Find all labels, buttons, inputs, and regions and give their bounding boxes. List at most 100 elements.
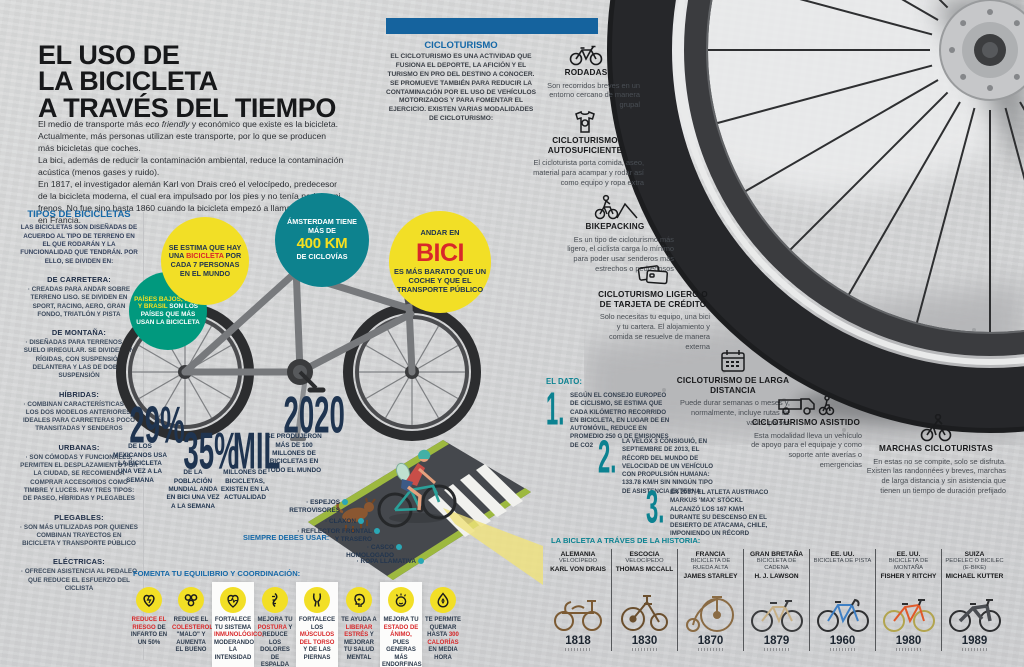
title-line-2: LA BICICLETA <box>38 66 218 97</box>
title-line-3: A TRAVÉS DEL TIEMPO <box>38 92 336 123</box>
modality-name: MARCHAS CICLOTURISTAS <box>878 444 994 453</box>
calendar-icon <box>676 348 790 374</box>
modality-name: CICLOTURISMO AUTOSUFICIENTE <box>547 136 623 155</box>
modality-name: RODADAS <box>564 68 608 77</box>
stat-value: MIL <box>232 421 281 480</box>
column-divider <box>143 212 144 660</box>
torso-muscles-icon <box>304 587 330 613</box>
cheap-big: BICI <box>416 239 465 268</box>
stat-mexicans: 29% DE LOS MEXICANOS USA LA BICICLETA UN… <box>111 398 185 485</box>
stress-relief-icon <box>346 587 372 613</box>
calories-icon <box>430 587 456 613</box>
intro-pre: El medio de transporte más <box>38 119 146 129</box>
year-ticks <box>829 648 856 651</box>
callout-dot <box>396 544 402 550</box>
bike-types-intro: LAS BICICLETAS SON DISEÑADAS DE ACUERDO … <box>20 224 138 265</box>
type-heading: DE MONTAÑA: <box>51 328 107 338</box>
timeline-entry-1960: EE. UU. BICICLETA DE PISTA 1960 <box>809 549 875 651</box>
stat-label: DE LA POBLACIÓN MUNDIAL ANDA EN BICI UNA… <box>166 469 220 510</box>
benefit-mood: MEJORA TU ESTADO DE ÁNIMO, PUES GENERAS … <box>380 582 422 667</box>
year-ticks <box>895 648 922 651</box>
modality-bikepacking: BIKEPACKING Es un tipo de cicloturismo m… <box>556 194 674 274</box>
always-use-title: SIEMPRE DEBES USAR: <box>243 533 330 542</box>
cycle-tourism-title: CICLOTURISMO <box>424 40 498 51</box>
tshirt-icon <box>526 110 644 134</box>
cheap-top: ANDAR EN <box>420 228 460 238</box>
modality-text: En estas no se compite, solo se disfruta… <box>866 456 1006 495</box>
stat-value: 2020 <box>283 385 345 444</box>
modality-text: Es un tipo de cicloturismo más ligero, e… <box>567 234 674 273</box>
countries-text: SON LOS PAÍSES QUE MÁS USAN LA BICICLETA <box>136 303 200 326</box>
title-line-1: EL USO DE <box>38 40 180 70</box>
modality-asistido: CICLOTURISMO ASISTIDO Esta modalidad lle… <box>750 392 862 470</box>
modality-name: CICLOTURISMO ASISTIDO <box>751 418 861 427</box>
stat-2020-production: 2020 SE PRODUJERON MÁS DE 100 MILLONES D… <box>263 388 345 475</box>
modality-text: Son recorridos breves en un entorno cerc… <box>547 80 640 110</box>
safety-item-helmet: · CASCO HOMOLOGADO <box>328 544 402 559</box>
estimate-highlight: BICICLETA <box>186 251 224 261</box>
stat-label: MILLONES DE BICICLETAS, EXISTEN EN LA AC… <box>220 469 270 502</box>
year-ticks <box>565 648 591 651</box>
timeline-entry-1870: FRANCIA BICICLETA DE RUEDA ALTA JAMES ST… <box>677 549 743 651</box>
estimate-bubble: SE ESTIMA QUE HAY UNA BICICLETA POR CADA… <box>161 217 249 305</box>
cheap-bottom: ES MÁS BARATO QUE UN COCHE Y QUE EL TRAN… <box>393 267 487 294</box>
type-text: · CREADAS PARA ANDAR SOBRE TERRENO LISO.… <box>27 285 131 318</box>
fact-text-1: SEGÚN EL CONSEJO EUROPEO DE CICLISMO, SE… <box>570 392 670 449</box>
callout-dot <box>358 518 364 524</box>
track-bicycle-icon <box>812 587 873 633</box>
benefit-muscles: FORTALECE LOS MÚSCULOS DEL TORSO Y DE LA… <box>296 582 338 667</box>
modality-larga-distancia: CICLOTURISMO DE LARGA DISTANCIA Puede du… <box>676 348 790 428</box>
type-heading: HÍBRIDAS: <box>59 389 99 399</box>
fact-number-2: 2. <box>598 432 617 483</box>
draisine-icon <box>547 587 609 633</box>
benefits-panel: FOMENTA TU EQUILIBRIO Y COORDINACIÓN: RE… <box>128 569 468 667</box>
modality-text: El cicloturista porta comida, aseo, mate… <box>533 158 644 187</box>
amsterdam-bottom: DE CICLOVÍAS <box>296 252 348 262</box>
safety-item-mirrors: · ESPEJOS RETROVISORES <box>268 499 348 514</box>
type-text: · DISEÑADAS PARA TERRENOS DE SUELO IRREG… <box>23 339 135 380</box>
amsterdam-top: ÁMSTERDAM TIENE MÁS DE <box>287 217 357 235</box>
benefit-stress: TE AYUDA A LIBERAR ESTRÉS Y MEJORAR TU S… <box>338 582 380 667</box>
timeline-entry-1830: ESCOCIA VELOCÍPEDO THOMAS MCCALL 1830 <box>611 549 677 651</box>
timeline-title: LA BICLETA A TRÁVES DE LA HISTORIA: <box>551 536 701 545</box>
history-timeline: LA BICLETA A TRÁVES DE LA HISTORIA: ALEM… <box>545 536 1023 651</box>
velocipede-icon <box>614 587 675 633</box>
benefit-posture: MEJORA TU POSTURA Y REDUCE LOS DOLORES D… <box>254 582 296 667</box>
bikepacking-icon <box>556 194 674 220</box>
safety-item-reflector: · REFLECTOR FRONTAL Y TRASERO <box>292 528 380 543</box>
timeline-entry-1818: ALEMANIA VELOCÍPEDO KARL VON DRAIS 1818 <box>545 549 611 651</box>
mood-icon <box>388 587 414 613</box>
modality-name: CICLOTURISMO DE LARGA DISTANCIA <box>676 376 790 395</box>
year-ticks <box>961 648 988 651</box>
modality-marchas: MARCHAS CICLOTURISTAS En estas no se com… <box>866 414 1006 496</box>
type-text: · SON MÁS UTILIZADAS POR QUIENES COMBINA… <box>20 523 138 548</box>
benefit-heart-attack: REDUCE EL RIESGO DE INFARTO EN UN 50% <box>128 582 170 667</box>
safety-item-clothing: · ROPA LLAMATIVA <box>352 558 424 566</box>
fact-number-1: 1. <box>546 384 565 435</box>
stat-value: 29% <box>129 395 185 454</box>
cholesterol-icon <box>178 587 204 613</box>
callout-dot <box>342 499 348 505</box>
page-title: EL USO DE LA BICICLETA A TRAVÉS DEL TIEM… <box>38 40 336 123</box>
timeline-entry-1879: GRAN BRETAÑA BICICLETA DE CADENA H. J. L… <box>743 549 809 651</box>
stat-value: 35% <box>183 421 239 480</box>
timeline-entry-1989: SUIZA PEDELEC O BICILEC (E-BIKE) MICHAEL… <box>941 549 1007 651</box>
benefit-immune-system: FORTALECE TU SISTEMA INMUNOLÓGICO, MODER… <box>212 582 264 667</box>
bicycle-wheel-photo <box>584 0 1024 445</box>
safety-item-horn: · CLAXON <box>300 518 364 526</box>
amsterdam-big: 400 KM <box>296 235 348 253</box>
type-text: · SON CÓMODAS Y FUNCIONALES, PERMITEN EL… <box>20 453 138 503</box>
fact-number-3: 3. <box>646 482 665 533</box>
stat-label: DE LOS MEXICANOS USA LA BICICLETA UNA VE… <box>113 443 167 484</box>
stat-bike-count: MIL MILLONES DE BICICLETAS, EXISTEN EN L… <box>217 424 281 503</box>
header-accent-bar <box>386 18 598 34</box>
type-heading: DE CARRETERA: <box>47 274 111 284</box>
stat-world-population: 35% DE LA POBLACIÓN MUNDIAL ANDA EN BICI… <box>165 424 238 511</box>
estimate-pre: SE ESTIMA QUE HAY UNA <box>168 242 242 261</box>
modality-tarjeta: CICLOTURISMO LIGERO O DE TARJETA DE CRÉD… <box>596 262 710 351</box>
cycle-tourism-text: EL CICLOTURISMO ES UNA ACTIVIDAD QUE FUS… <box>386 53 536 123</box>
year-ticks <box>697 648 724 651</box>
modality-name: BIKEPACKING <box>585 222 645 231</box>
modality-text: Solo necesitas tu equipo, una bici y tu … <box>599 312 710 351</box>
